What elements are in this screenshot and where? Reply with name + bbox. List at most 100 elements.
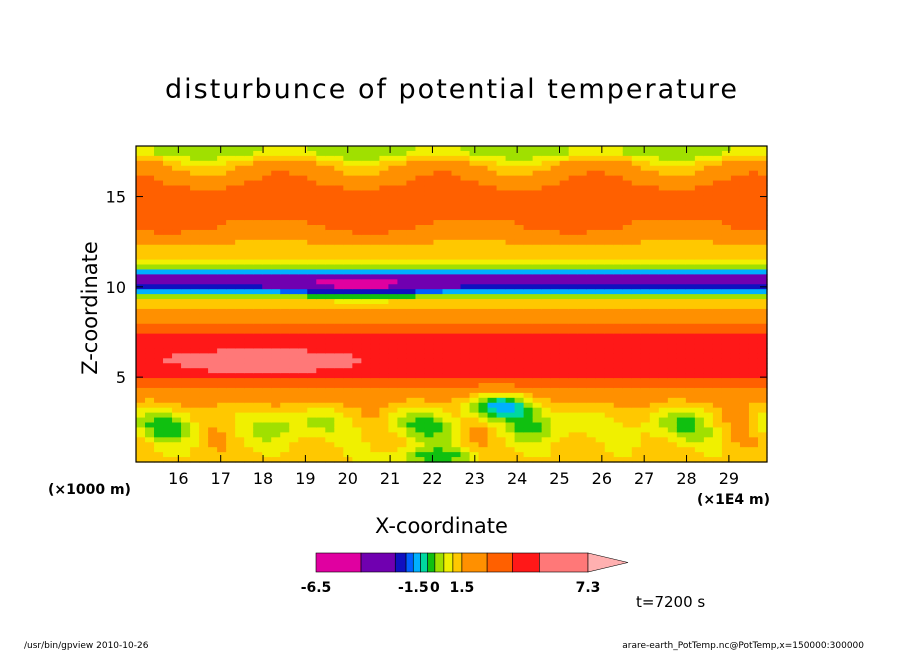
heatmap-cell [460,343,471,350]
heatmap-cell [280,402,290,409]
heatmap-cell [640,234,651,241]
heatmap-cell [343,437,353,443]
heatmap-cell [163,397,173,404]
heatmap-cell [208,150,218,157]
heatmap-cell [586,447,597,453]
heatmap-cell [586,234,597,241]
heatmap-cell [622,373,633,379]
heatmap-cell [739,318,750,325]
heatmap-cell [748,437,759,443]
heatmap-cell [640,185,651,192]
heatmap-cell [613,343,624,350]
heatmap-cell [496,234,507,241]
heatmap-cell [280,215,290,221]
heatmap-cell [613,249,624,256]
heatmap-cell [361,294,371,300]
heatmap-cell [253,170,263,177]
heatmap-cell [298,269,308,275]
heatmap-cell [244,348,254,354]
heatmap-cell [289,323,299,330]
heatmap-cell [352,185,362,192]
heatmap-cell [667,254,678,261]
heatmap-cell [730,150,741,157]
colorbar-box [512,552,540,573]
heatmap-cell [217,333,227,340]
heatmap-cell [352,170,362,177]
heatmap-cell [523,175,534,182]
heatmap-cell [532,437,543,443]
heatmap-cell [442,165,453,172]
heatmap-cell [280,353,290,359]
heatmap-cell [190,373,200,379]
heatmap-cell [307,304,317,310]
heatmap-cell [496,392,507,399]
heatmap-cell [370,210,380,216]
heatmap-cell [397,165,408,172]
heatmap-cell [541,318,552,325]
heatmap-cell [487,343,498,350]
heatmap-cell [352,254,362,261]
heatmap-cell [388,150,399,157]
heatmap-cell [685,407,696,414]
heatmap-cell [271,397,281,404]
heatmap-cell [721,432,732,438]
heatmap-cell [154,318,164,325]
heatmap-cell [478,353,489,359]
heatmap-cell [568,225,579,231]
heatmap-cell [388,239,399,246]
heatmap-cell [199,146,209,152]
heatmap-cell [316,378,326,384]
heatmap-cell [658,269,669,275]
heatmap-cell [316,210,326,216]
heatmap-cell [496,343,507,350]
heatmap-cell [514,318,525,325]
heatmap-cell [658,452,669,458]
heatmap-cell [406,259,417,266]
heatmap-cell [154,397,164,404]
heatmap-cell [739,289,750,295]
heatmap-cell [442,387,453,394]
heatmap-cell [388,220,399,226]
heatmap-cell [442,392,453,399]
heatmap-cell [703,452,714,458]
heatmap-cell [451,264,462,271]
heatmap-cell [172,215,182,221]
heatmap-cell [163,155,173,162]
heatmap-cell [478,452,489,458]
heatmap-cell [217,229,227,236]
heatmap-cell [406,353,417,359]
heatmap-cell [460,254,471,261]
heatmap-cell [172,313,182,320]
heatmap-cell [226,200,236,206]
heatmap-cell [451,392,462,399]
heatmap-cell [370,234,380,241]
heatmap-cell [721,328,732,335]
colorbar-box [405,552,414,573]
heatmap-cell [154,383,164,389]
heatmap-cell [199,407,209,414]
heatmap-cell [370,373,380,379]
heatmap-cell [316,239,326,246]
heatmap-cell [559,402,570,409]
heatmap-cell [577,225,588,231]
heatmap-cell [199,175,209,182]
heatmap-cell [514,373,525,379]
heatmap-cell [739,274,750,280]
heatmap-cell [469,239,480,246]
heatmap-cell [298,392,308,399]
heatmap-cell [289,432,299,438]
heatmap-cell [145,225,155,231]
heatmap-cell [694,175,705,182]
heatmap-cell [262,146,272,152]
heatmap-cell [748,244,759,251]
heatmap-cell [190,150,200,157]
y-axis-label: Z-coordinate [78,241,102,375]
heatmap-cell [676,146,687,152]
colorbar-label: 7.3 [576,580,601,596]
heatmap-cell [730,239,741,246]
heatmap-cell [379,447,389,453]
heatmap-cell [181,397,191,404]
heatmap-cell [505,343,516,350]
heatmap-cell [541,146,552,152]
